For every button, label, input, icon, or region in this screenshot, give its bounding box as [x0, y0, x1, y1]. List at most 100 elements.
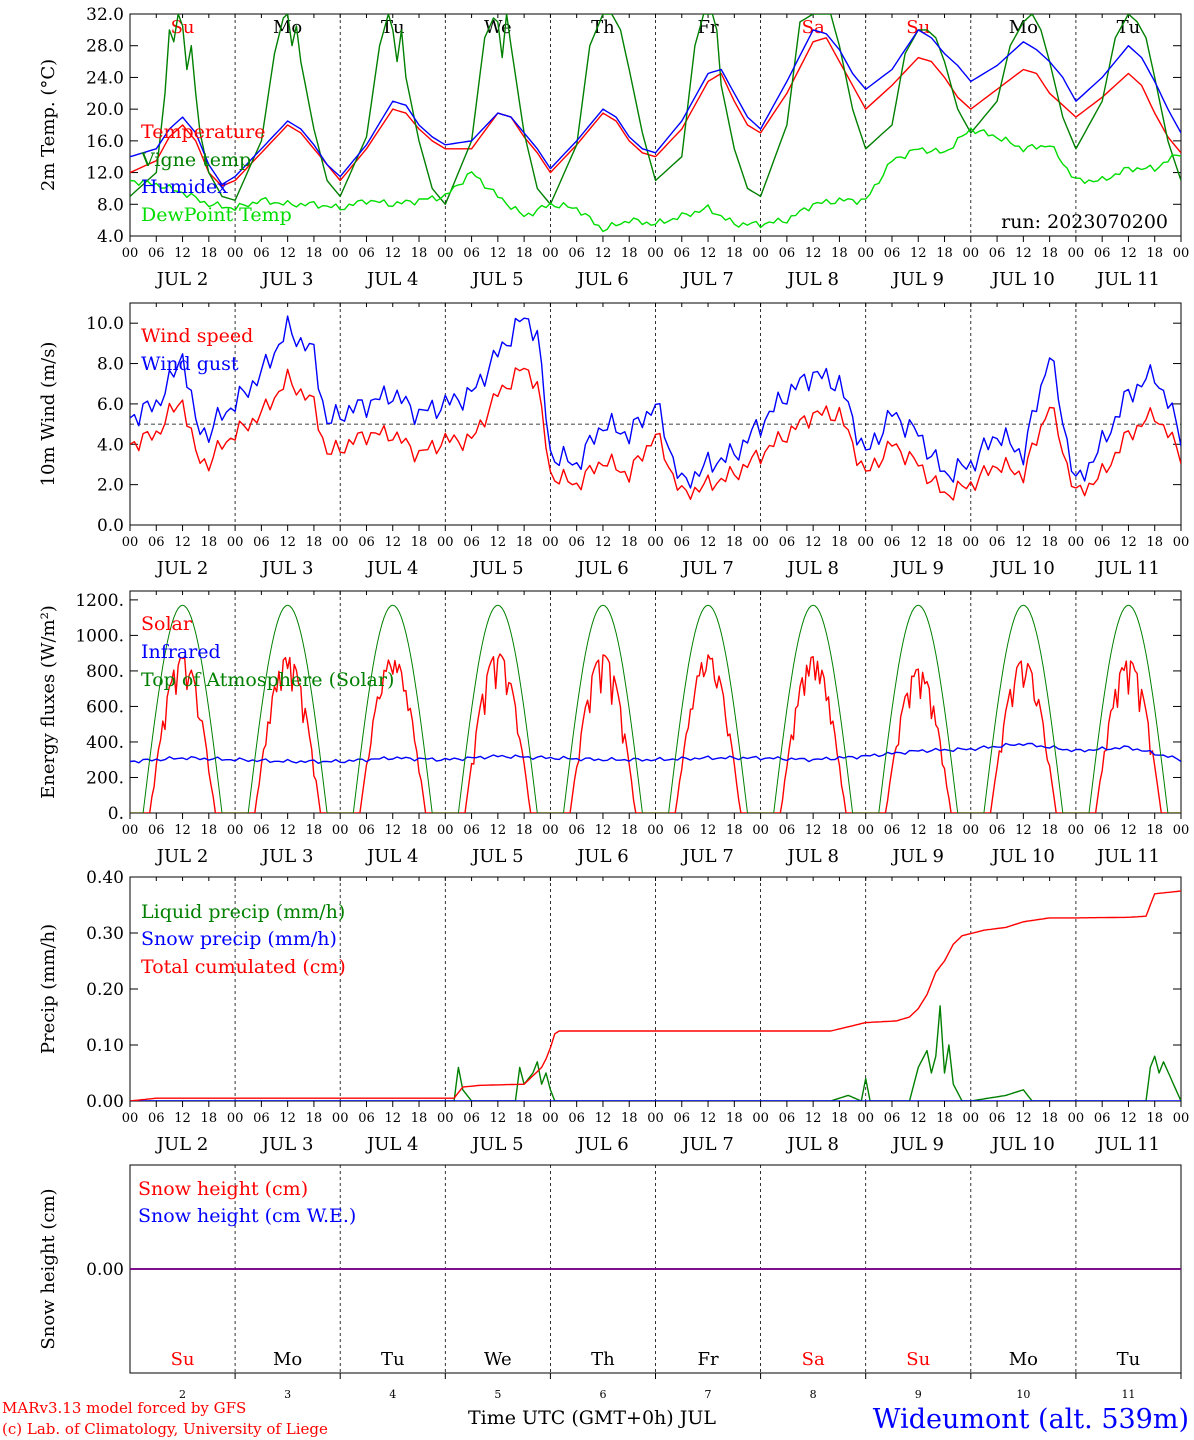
- hour-label: 06: [463, 246, 480, 261]
- date-number: 11: [1121, 1388, 1135, 1401]
- hour-label: 12: [1015, 1111, 1032, 1126]
- legend-entry: Snow height (cm): [138, 1178, 308, 1200]
- hour-label: 00: [752, 1111, 769, 1126]
- y-tick-label: 4.0: [97, 227, 124, 247]
- series-line-temperature: [130, 37, 1181, 187]
- hour-label: 06: [463, 1111, 480, 1126]
- date-label: JUL 8: [785, 846, 839, 867]
- date-label: JUL 4: [365, 269, 419, 290]
- hour-label: 06: [358, 246, 375, 261]
- date-label: JUL 2: [155, 846, 209, 867]
- legend-entry: Solar: [141, 613, 193, 635]
- hour-label: 06: [674, 1111, 691, 1126]
- hour-label: 18: [306, 823, 323, 838]
- panel-precip: 0.00 0.10 0.20 0.30 0.40 Precip (mm/h) 00 06 12 1…: [38, 868, 1189, 1155]
- hour-label: 18: [726, 1111, 743, 1126]
- hour-label: 00: [332, 246, 349, 261]
- legend-entry: Liquid precip (mm/h): [141, 901, 345, 923]
- hour-label: 12: [1015, 823, 1032, 838]
- hour-label: 12: [805, 535, 822, 550]
- legend-entry: Wind gust: [141, 353, 239, 375]
- legend-entry: Humidex: [141, 176, 228, 198]
- hour-label: 18: [306, 535, 323, 550]
- hour-label: 12: [595, 246, 612, 261]
- hour-label: 00: [227, 246, 244, 261]
- hour-label: 00: [1173, 1111, 1190, 1126]
- hour-label: 12: [174, 1111, 191, 1126]
- station-name: Wideumont (alt. 539m): [873, 1404, 1189, 1435]
- series-line-liquid-precip-mm-h: [130, 1005, 1181, 1101]
- hour-label: 12: [910, 823, 927, 838]
- y-tick-label: 600.: [86, 697, 124, 717]
- legend-entry: Vigne temp: [140, 149, 251, 171]
- date-number: 2: [179, 1388, 186, 1401]
- date-label: JUL 10: [990, 558, 1055, 579]
- weekday-label: Mo: [1009, 1349, 1038, 1370]
- series-line-humidex: [130, 29, 1181, 186]
- hour-label: 12: [490, 823, 507, 838]
- hour-label: 12: [490, 1111, 507, 1126]
- hour-label: 00: [1173, 535, 1190, 550]
- hour-label: 12: [279, 246, 296, 261]
- date-number: 8: [810, 1388, 817, 1401]
- hour-label: 06: [779, 246, 796, 261]
- legend-entry: Infrared: [141, 641, 221, 663]
- hour-label: 00: [437, 823, 454, 838]
- hour-label: 06: [148, 1111, 165, 1126]
- hour-label: 06: [989, 823, 1006, 838]
- y-axis-label: Snow height (cm): [38, 1188, 59, 1349]
- hour-label: 00: [332, 1111, 349, 1126]
- hour-label: 18: [936, 823, 953, 838]
- hour-label: 12: [1120, 1111, 1137, 1126]
- date-label: JUL 6: [575, 269, 629, 290]
- hour-label: 00: [122, 246, 139, 261]
- hour-label: 12: [910, 535, 927, 550]
- hour-label: 00: [1173, 823, 1190, 838]
- date-label: JUL 10: [990, 846, 1055, 867]
- hour-label: 00: [857, 246, 874, 261]
- hour-label: 06: [674, 246, 691, 261]
- hour-label: 12: [279, 535, 296, 550]
- hour-label: 18: [1146, 1111, 1163, 1126]
- hour-label: 00: [857, 535, 874, 550]
- y-tick-label: 800.: [86, 662, 124, 682]
- hour-label: 06: [1094, 1111, 1111, 1126]
- date-label: JUL 3: [260, 846, 314, 867]
- hour-label: 18: [726, 823, 743, 838]
- legend-entry: Wind speed: [141, 325, 253, 347]
- hour-label: 00: [332, 823, 349, 838]
- hour-label: 12: [805, 246, 822, 261]
- date-label: JUL 2: [155, 558, 209, 579]
- x-axis-title: Time UTC (GMT+0h) JUL: [468, 1407, 716, 1429]
- hour-label: 12: [700, 246, 717, 261]
- y-tick-label: 32.0: [86, 5, 124, 25]
- hour-label: 06: [253, 823, 270, 838]
- hour-label: 18: [411, 246, 428, 261]
- y-axis-label: Energy fluxes (W/m²): [38, 605, 59, 799]
- hour-label: 18: [201, 246, 218, 261]
- date-number: 7: [705, 1388, 712, 1401]
- date-label: JUL 11: [1095, 846, 1160, 867]
- hour-label: 18: [621, 823, 638, 838]
- hour-label: 12: [384, 246, 401, 261]
- hour-label: 06: [674, 823, 691, 838]
- series-group: [130, 315, 1181, 501]
- y-tick-label: 0.00: [86, 1092, 124, 1112]
- hour-label: 18: [621, 535, 638, 550]
- hour-label: 06: [1094, 535, 1111, 550]
- legend-entry: Top of Atmosphere (Solar): [141, 669, 394, 691]
- y-tick-label: 2.0: [97, 476, 124, 496]
- hour-label: 00: [1068, 535, 1085, 550]
- hour-label: 18: [306, 1111, 323, 1126]
- hour-label: 12: [279, 823, 296, 838]
- legend-entry: DewPoint Temp: [141, 204, 292, 226]
- series-line-wind-gust: [130, 315, 1181, 489]
- date-label: JUL 8: [785, 558, 839, 579]
- hour-label: 00: [647, 246, 664, 261]
- panel-snow: 0.00 Snow height (cm) Su Mo Tu We Th Fr Sa Su Mo Tu…: [38, 1164, 1182, 1401]
- y-tick-label: 0.30: [86, 924, 124, 944]
- y-tick-label: 8.0: [97, 195, 124, 215]
- weekday-label: Su: [906, 1349, 930, 1370]
- hour-label: 12: [805, 823, 822, 838]
- model-credit: MARv3.13 model forced by GFS: [2, 1399, 246, 1417]
